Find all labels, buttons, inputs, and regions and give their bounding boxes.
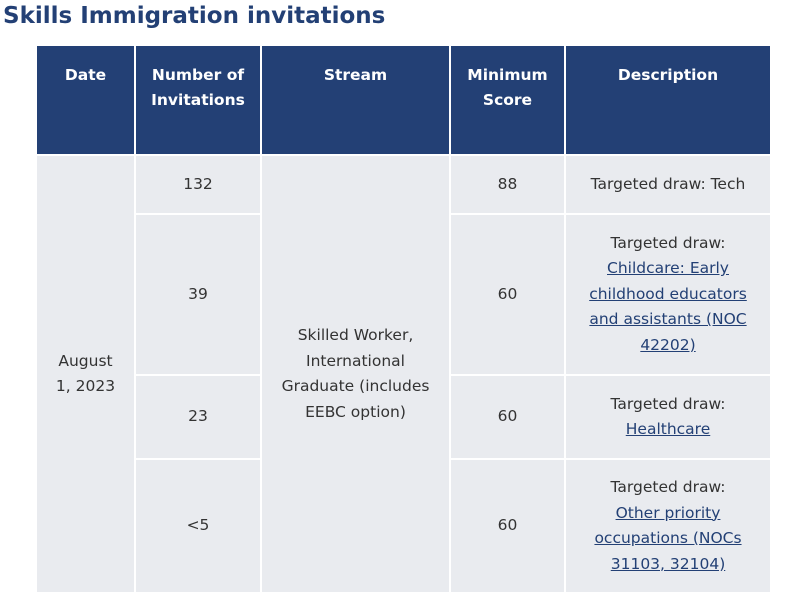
healthcare-link[interactable]: Healthcare [625, 420, 711, 438]
table-row: August 1, 2023 132 Skilled Worker, Inter… [37, 154, 770, 593]
invitations-cell: 39 [135, 213, 262, 376]
other-priority-occupations-link[interactable]: Other priority occupations (NOCs 31103, … [594, 503, 742, 573]
description-text: Targeted draw: Tech [590, 174, 746, 193]
date-cell: August 1, 2023 [37, 154, 136, 593]
minimum-score-cell: 60 [449, 458, 566, 593]
table-row: 39 60 Targeted draw: Childcare: Early ch… [37, 213, 770, 376]
minimum-score-cell: 60 [449, 374, 566, 460]
header-number-of-invitations: Number of Invitations [134, 46, 262, 156]
description-cell: Targeted draw: Healthcare [564, 374, 770, 460]
header-minimum-score: Minimum Score [449, 46, 566, 156]
page-title: Skills Immigration invitations [3, 3, 386, 29]
description-cell: Targeted draw: Childcare: Early childhoo… [564, 213, 770, 376]
description-cell: Targeted draw: Tech [564, 154, 770, 215]
invitations-table: Date Number of Invitations Stream Minimu… [37, 46, 770, 593]
invitations-cell: 132 [134, 154, 262, 215]
childcare-link[interactable]: Childcare: Early childhood educators and… [589, 259, 747, 354]
stream-cell: Skilled Worker, International Graduate (… [260, 154, 451, 593]
description-text: Targeted draw: [610, 394, 726, 413]
description-text: Targeted draw: [610, 233, 726, 252]
header-stream: Stream [260, 46, 451, 156]
table-row: <5 60 Targeted draw: Other priority occu… [37, 458, 770, 593]
header-date: Date [37, 46, 136, 156]
minimum-score-cell: 60 [449, 213, 566, 376]
table-row: 23 60 Targeted draw: Healthcare [37, 374, 770, 460]
invitations-cell: <5 [135, 458, 262, 593]
minimum-score-cell: 88 [449, 154, 566, 215]
invitations-cell: 23 [135, 374, 262, 460]
description-cell: Targeted draw: Other priority occupation… [564, 458, 770, 593]
description-text: Targeted draw: [610, 478, 726, 496]
header-description: Description [564, 46, 770, 156]
header-row: Date Number of Invitations Stream Minimu… [37, 46, 770, 156]
